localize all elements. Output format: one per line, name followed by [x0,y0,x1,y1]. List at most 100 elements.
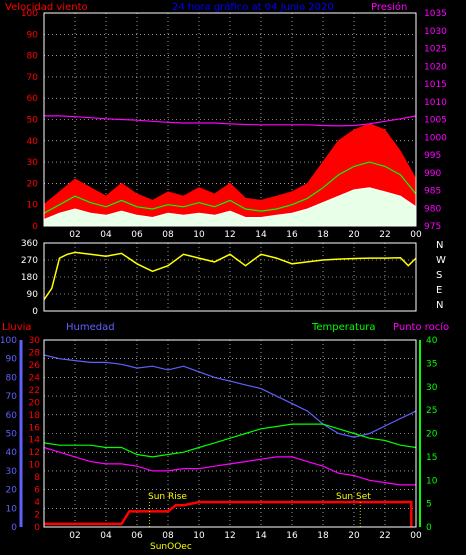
compass-s: S [436,270,442,281]
temperature-y-tick-label: 40 [426,336,438,346]
wind-speed-area [43,187,417,227]
humidity-line [43,354,417,438]
rain-y-tick-label: 16 [29,423,41,433]
rain-y-tick-label: 8 [34,473,40,483]
rain-y-tick-label: 24 [29,373,41,383]
humidity-y-tick-label: 50 [6,430,18,440]
climate-panel-x-tick-label: 06 [131,531,143,541]
wind-y-tick-label: 10 [27,201,39,211]
direction-y-tick-label: 360 [21,239,38,249]
rain-y-tick-label: 18 [29,411,41,421]
dewpoint-line [43,446,416,486]
wind-panel-x-tick-label: 04 [100,230,112,240]
climate-panel-x-tick-label: 04 [100,531,112,541]
pressure-label: Presión [371,1,407,13]
wind-y-tick-label: 100 [21,9,38,19]
sunrise-label: Sun Rise [148,492,187,502]
rain-y-tick-label: 0 [34,523,40,533]
climate-panel-x-tick-label: 14 [255,531,267,541]
wind-gust-area [43,123,417,227]
climate-panel-x-tick-label: 18 [317,531,329,541]
humidity-y-tick-label: 40 [6,448,18,458]
rain-y-tick-label: 28 [29,348,41,358]
wind-panel-x-tick-label: 16 [286,230,298,240]
pressure-y-tick-label: 1030 [424,27,447,37]
temperature-label: Temperatura [311,322,376,333]
temperature-y-tick-label: 35 [426,359,437,369]
pressure-y-tick-label: 1010 [424,98,447,108]
rain-y-tick-label: 14 [29,436,41,446]
climate-panel-x-tick-label: 02 [69,531,80,541]
compass-n-top: N [436,240,443,251]
direction-y-tick-label: 180 [21,273,38,283]
compass-n-bottom: N [436,300,443,311]
rain-y-tick-label: 30 [29,336,41,346]
sunset-label: Sun Set [336,492,371,502]
wind-panel-x-tick-label: 10 [193,230,205,240]
temperature-y-tick-label: 20 [426,430,438,440]
humidity-y-tick-label: 100 [0,336,17,346]
wind-y-tick-label: 90 [27,30,39,40]
direction-y-tick-label: 270 [21,256,38,266]
direction-y-tick-label: 90 [27,290,39,300]
rain-y-tick-label: 2 [34,511,40,521]
chart-title: 24 hora gráfico at 04 Junio 2020 [172,1,334,13]
rain-y-tick-label: 26 [29,361,41,371]
rain-y-tick-label: 10 [29,461,41,471]
pressure-y-tick-label: 975 [424,222,441,232]
compass-e: E [436,285,442,296]
wind-y-tick-label: 0 [32,222,38,232]
pressure-y-tick-label: 995 [424,151,441,161]
humidity-y-tick-label: 10 [6,504,18,514]
humidity-label: Humedad [66,322,115,333]
wind-y-tick-label: 30 [27,158,39,168]
climate-panel-x-tick-label: 08 [162,531,174,541]
temperature-y-tick-label: 5 [426,500,432,510]
climate-panel-x-tick-label: 22 [379,531,390,541]
rain-y-tick-label: 22 [29,386,40,396]
suncross-label: SunOOec [150,542,192,552]
climate-panel-x-tick-label: 20 [348,531,360,541]
wind-y-tick-label: 80 [27,52,39,62]
rain-y-tick-label: 20 [29,398,41,408]
temperature-y-tick-label: 0 [426,523,432,533]
wind-panel-x-tick-label: 02 [69,230,80,240]
compass-w: W [436,255,446,266]
wind-y-tick-label: 40 [27,137,39,147]
rain-y-tick-label: 12 [29,448,40,458]
climate-panel-frame [43,339,417,528]
humidity-y-tick-label: 80 [6,373,18,383]
humidity-y-tick-label: 70 [6,392,18,402]
dewpoint-label: Punto rocío [393,321,449,333]
humidity-y-tick-label: 60 [6,411,18,421]
rain-line [44,500,413,527]
pressure-y-tick-label: 1000 [424,133,447,143]
temperature-line [43,423,417,458]
wind-panel-x-tick-label: 06 [131,230,143,240]
temperature-y-tick-label: 10 [426,476,438,486]
rain-y-tick-label: 6 [34,486,40,496]
wind-y-tick-label: 70 [27,73,39,83]
wind-average-line [43,161,417,214]
wind-panel-x-tick-label: 08 [162,230,174,240]
pressure-y-tick-label: 1035 [424,9,447,19]
wind-panel-x-tick-label: 20 [348,230,360,240]
wind-panel-x-tick-label: 22 [379,230,390,240]
wind-panel-frame [43,12,417,227]
rain-label: Lluvia [2,322,32,333]
wind-panel-x-tick-label: 18 [317,230,329,240]
humidity-y-tick-label: 90 [6,355,18,365]
temperature-y-tick-label: 25 [426,406,437,416]
pressure-y-tick-label: 1015 [424,80,447,90]
pressure-y-tick-label: 1025 [424,45,447,55]
pressure-y-tick-label: 990 [424,169,441,179]
wind-y-tick-label: 60 [27,94,39,104]
rain-y-tick-label: 4 [34,498,40,508]
wind-panel-x-tick-label: 14 [255,230,267,240]
pressure-y-tick-label: 1005 [424,116,447,126]
direction-y-tick-label: 0 [32,307,38,317]
pressure-y-tick-label: 985 [424,187,441,197]
humidity-y-tick-label: 0 [11,523,17,533]
climate-panel-x-tick-label: 12 [224,531,235,541]
